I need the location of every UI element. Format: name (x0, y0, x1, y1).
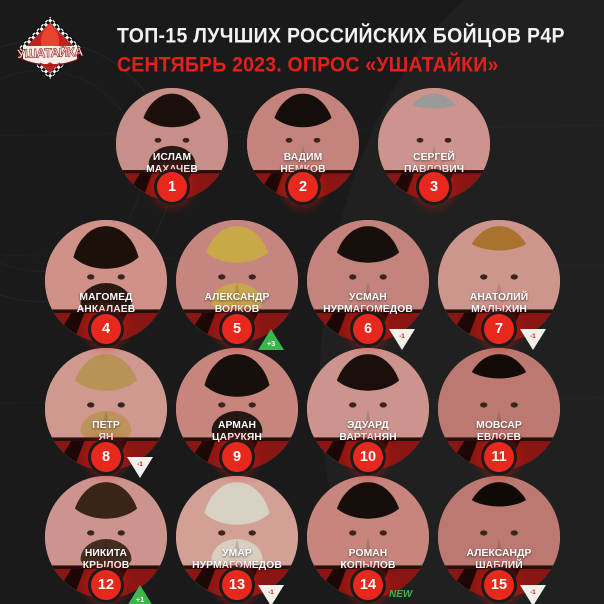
svg-text:УШАТАЙКА: УШАТАЙКА (17, 44, 84, 61)
